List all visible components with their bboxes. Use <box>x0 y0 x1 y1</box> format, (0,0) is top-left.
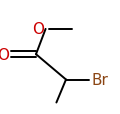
Text: O: O <box>32 22 44 37</box>
Text: O: O <box>0 47 10 62</box>
Text: Br: Br <box>91 72 108 87</box>
